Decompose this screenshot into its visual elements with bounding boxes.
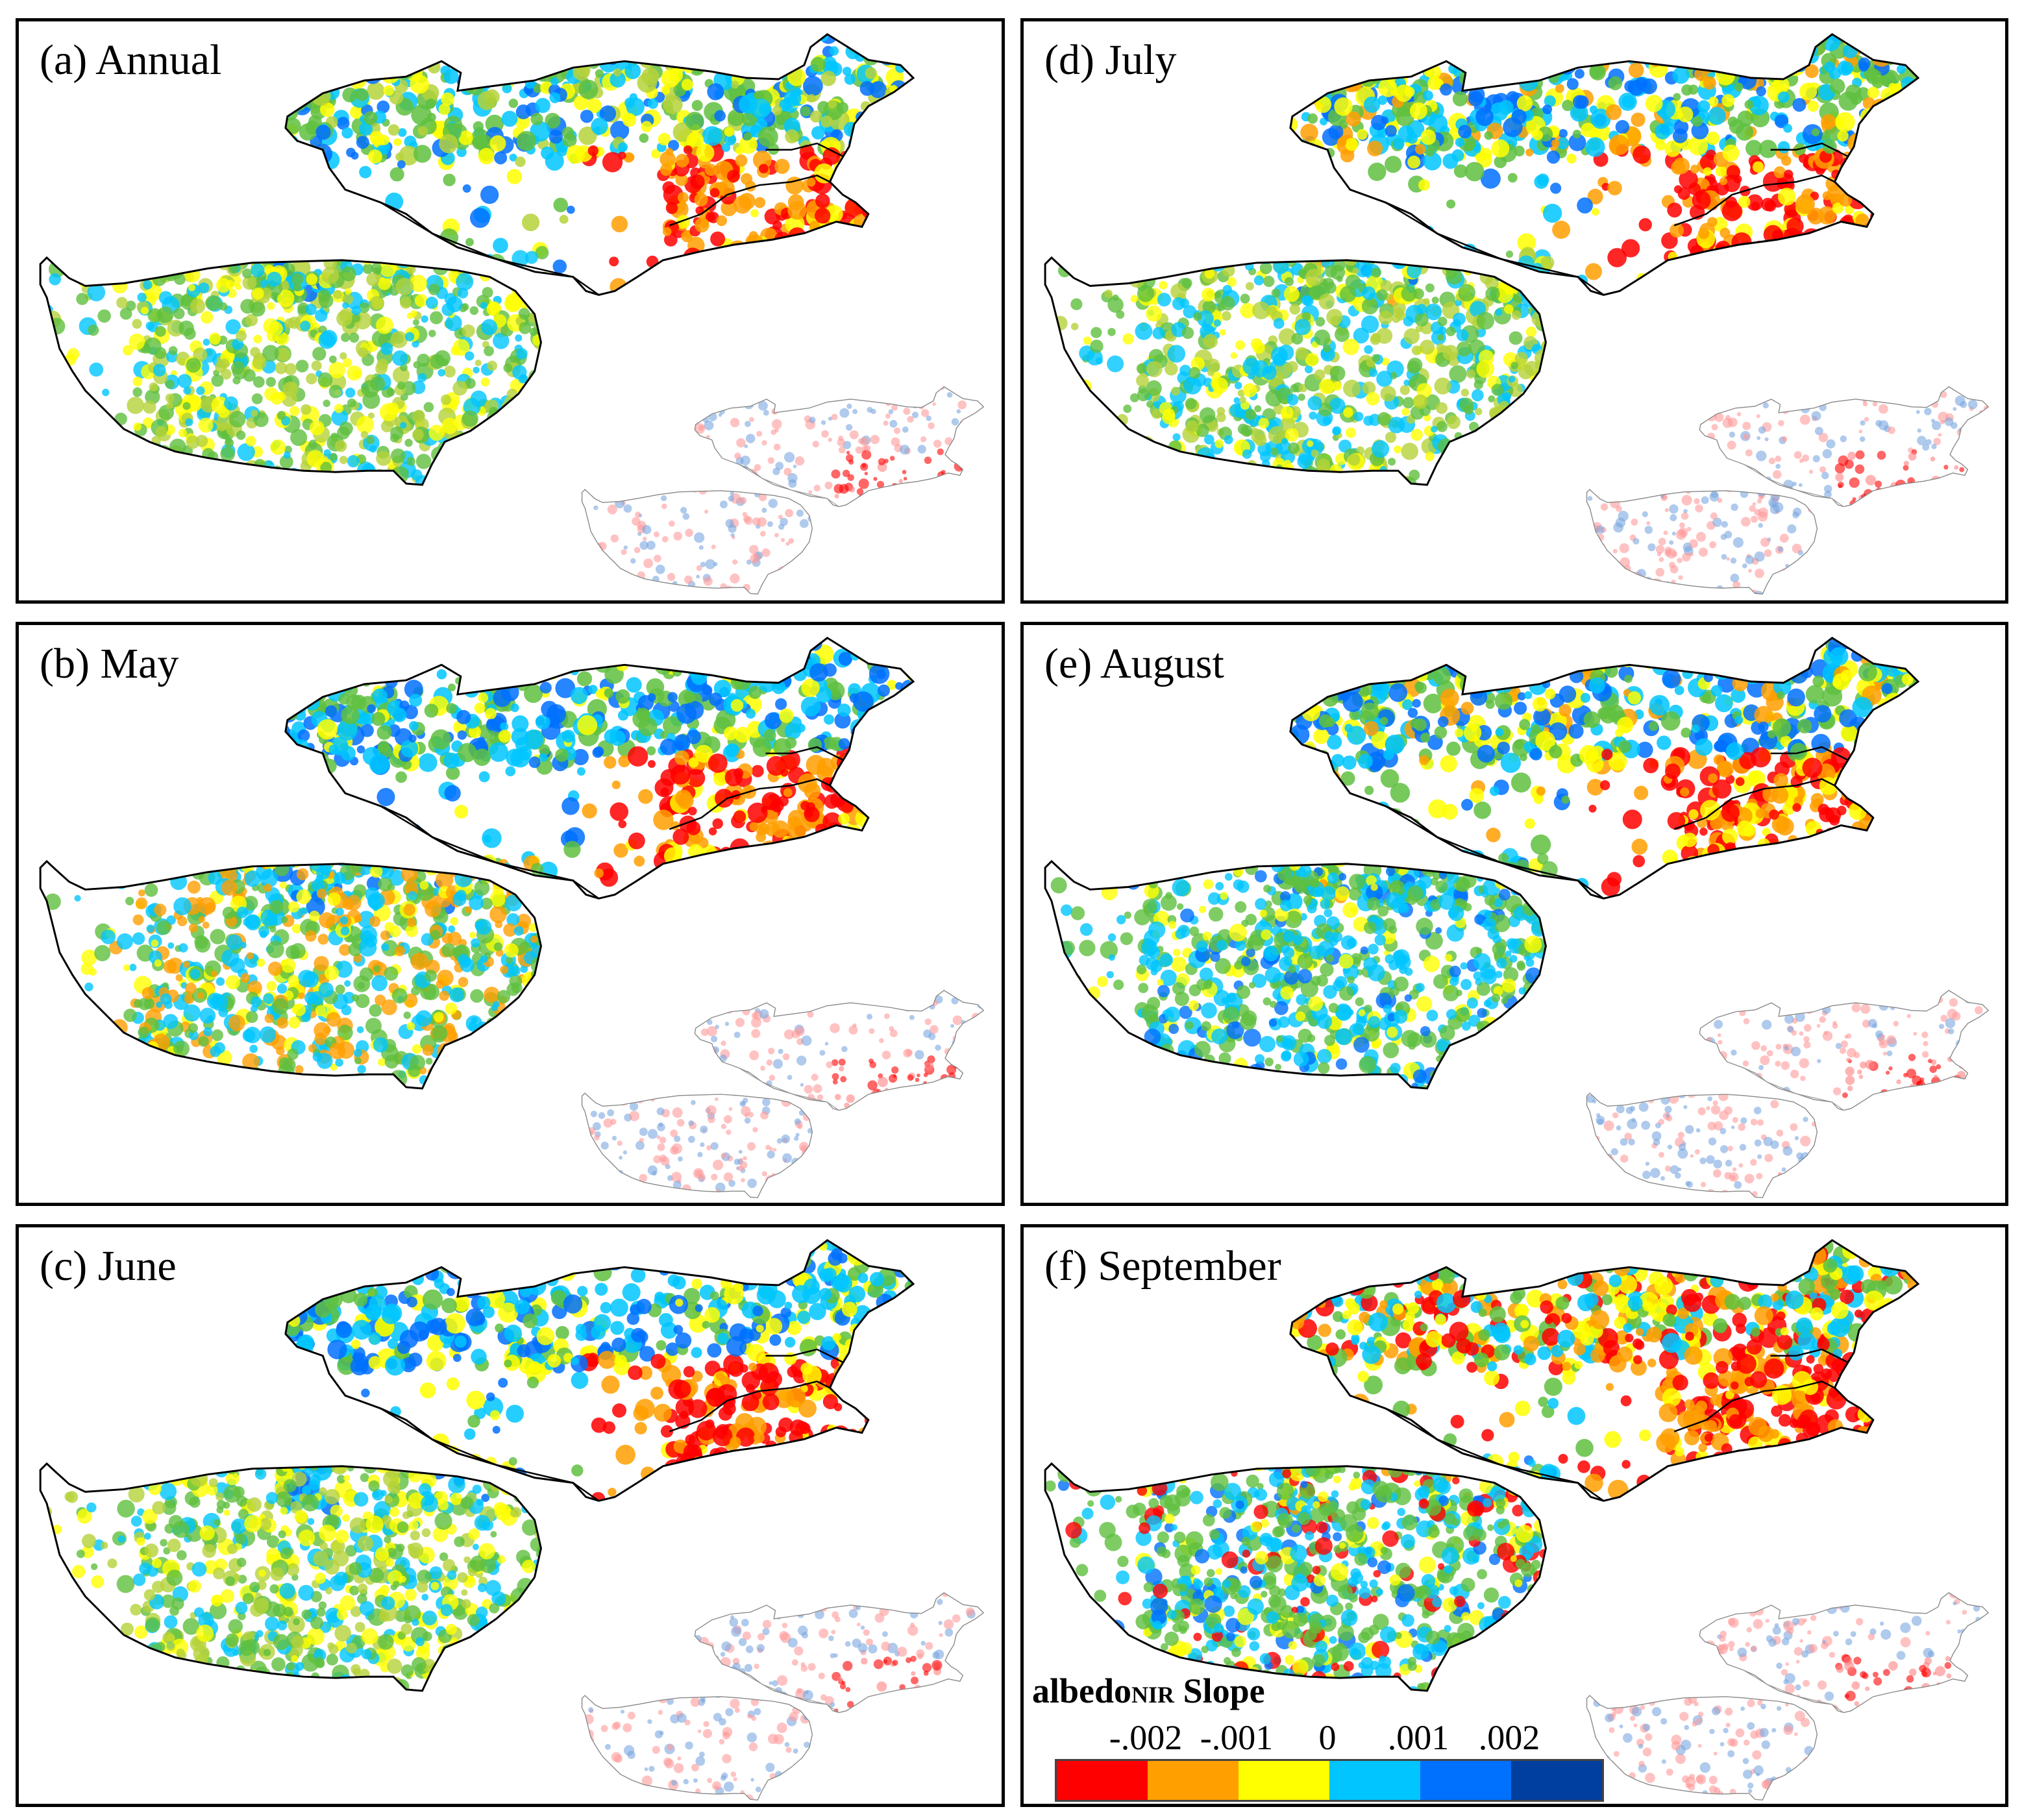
inset-raster (1586, 990, 1989, 1198)
map-august (1044, 636, 1990, 1198)
inset-map (581, 386, 985, 595)
panel-september: (f) September (1020, 1224, 2008, 1807)
legend-swatch (1239, 1761, 1329, 1800)
main-map (1044, 32, 1920, 486)
legend-swatch (1148, 1761, 1239, 1800)
panel-may: (b) May (16, 622, 1005, 1206)
inset-map (1586, 1592, 1990, 1801)
panel-title-june: (c) June (40, 1242, 177, 1290)
legend-tick-label: -.002 (1109, 1718, 1183, 1757)
inset-map (1586, 386, 1990, 595)
colorbar-legend: albedoNIR Slope -.002 -.001 0 .001 .002 (1029, 1671, 1613, 1807)
legend-tick-label: .002 (1478, 1718, 1540, 1757)
slope-raster (40, 34, 914, 485)
map-september (1044, 1238, 1990, 1801)
panel-title-september: (f) September (1044, 1242, 1281, 1290)
main-map (39, 1238, 915, 1692)
legend-color-bar (1055, 1759, 1604, 1802)
legend-title-subscript: NIR (1131, 1682, 1175, 1708)
panel-title-may: (b) May (40, 640, 179, 687)
panel-june: (c) June (16, 1224, 1005, 1807)
inset-map (581, 990, 985, 1198)
legend-swatch (1329, 1761, 1420, 1800)
inset-map (581, 1592, 985, 1801)
panel-july: (d) July (1020, 18, 2008, 604)
panel-title-august: (e) August (1044, 640, 1224, 687)
legend-tick-label: -.001 (1200, 1718, 1274, 1757)
map-annual (39, 32, 985, 595)
legend-swatch (1420, 1761, 1511, 1800)
panel-title-annual: (a) Annual (40, 36, 222, 84)
map-june (39, 1238, 985, 1801)
legend-tick-label: .001 (1387, 1718, 1449, 1757)
inset-raster (1586, 386, 1989, 595)
main-map (1044, 636, 1920, 1090)
panel-august: (e) August (1020, 622, 2008, 1206)
legend-ticks: -.002 -.001 0 .001 .002 (1029, 1717, 1613, 1757)
inset-raster (582, 1592, 984, 1801)
inset-raster (582, 386, 984, 595)
inset-raster (1586, 1592, 1989, 1801)
legend-title-tail: Slope (1174, 1671, 1265, 1710)
slope-raster (1045, 34, 1919, 485)
inset-raster (582, 990, 984, 1198)
slope-raster (40, 637, 914, 1088)
slope-raster (40, 1240, 914, 1691)
slope-raster (1045, 637, 1919, 1088)
legend-swatch (1511, 1761, 1602, 1800)
legend-title: albedoNIR Slope (1032, 1671, 1265, 1711)
legend-tick-label: 0 (1318, 1718, 1337, 1757)
map-july (1044, 32, 1990, 595)
inset-map (1586, 990, 1990, 1198)
panel-title-july: (d) July (1044, 36, 1177, 84)
main-map (39, 636, 915, 1090)
panel-annual: (a) Annual (16, 18, 1005, 604)
legend-title-main: albedo (1032, 1671, 1132, 1710)
legend-swatch (1057, 1761, 1148, 1800)
map-may (39, 636, 985, 1198)
main-map (39, 32, 915, 486)
